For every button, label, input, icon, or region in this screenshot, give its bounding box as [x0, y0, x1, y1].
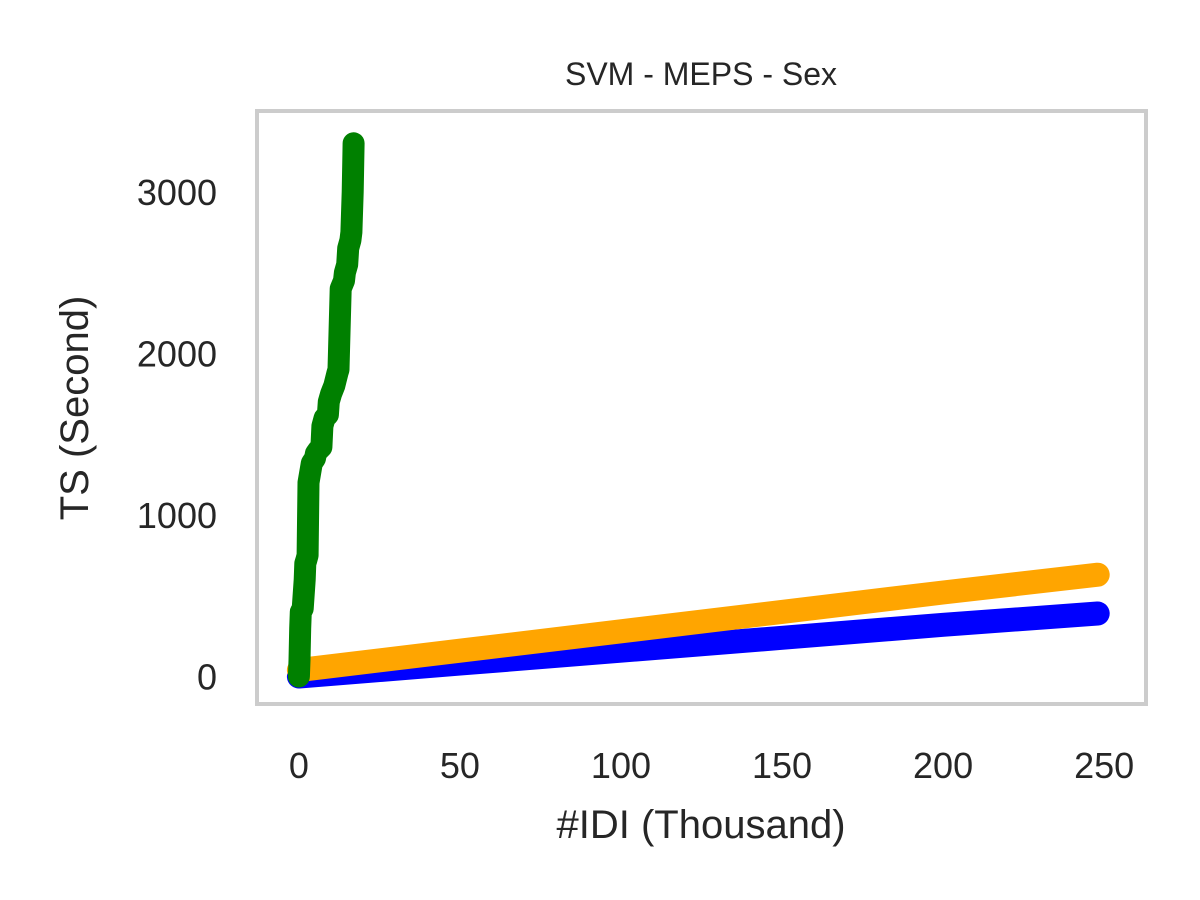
- series-line-3: [287, 132, 365, 688]
- series-group: [286, 132, 1110, 689]
- x-axis-label: #IDI (Thousand): [556, 803, 845, 847]
- x-tick-labels: 0 50 100 150 200 250: [289, 745, 1134, 786]
- plot-frame: [255, 109, 1148, 706]
- x-tick-label: 250: [1074, 745, 1134, 786]
- y-tick-label: 3000: [137, 172, 217, 213]
- plot-area: [255, 109, 1148, 706]
- y-tick-label: 2000: [137, 333, 217, 374]
- y-tick-label: 1000: [137, 495, 217, 536]
- x-tick-label: 150: [752, 745, 812, 786]
- x-tick-label: 0: [289, 745, 309, 786]
- series-line-2: [286, 562, 1110, 683]
- y-tick-labels: 0 1000 2000 3000: [137, 172, 217, 698]
- y-tick-label: 0: [197, 657, 217, 698]
- x-tick-label: 50: [440, 745, 480, 786]
- y-axis-label: TS (Second): [53, 296, 97, 521]
- x-tick-label: 100: [591, 745, 651, 786]
- x-tick-label: 200: [913, 745, 973, 786]
- chart-title: SVM - MEPS - Sex: [565, 56, 837, 92]
